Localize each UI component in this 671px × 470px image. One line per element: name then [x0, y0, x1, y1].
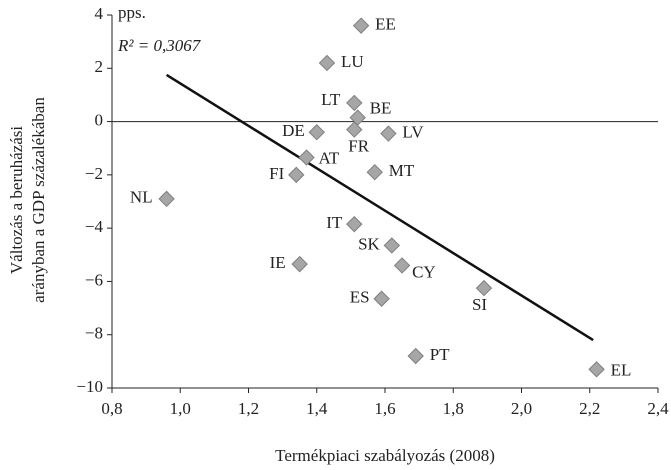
point: [346, 215, 363, 233]
x-tick-label: 2,4: [647, 399, 669, 418]
point-label: LU: [341, 52, 364, 71]
point: [291, 255, 308, 273]
y-axis-label: arányban a GDP százalékában: [29, 97, 48, 303]
point-label: CY: [412, 262, 436, 281]
point-label: AT: [319, 148, 340, 167]
y-tick-label: 2: [95, 57, 104, 76]
x-tick-label: 2,2: [579, 399, 600, 418]
annotation: pps.: [118, 3, 146, 22]
point: [346, 94, 363, 112]
point: [349, 109, 366, 126]
x-tick-label: 1,8: [443, 399, 464, 418]
point: [380, 125, 397, 142]
y-tick-label: −8: [85, 324, 103, 343]
point-label: NL: [130, 188, 153, 207]
y-tick-label: 4: [95, 4, 104, 23]
x-tick-label: 0,8: [101, 399, 122, 418]
point-label: EE: [375, 15, 396, 34]
point-label: DE: [282, 121, 305, 140]
point-label: SI: [472, 295, 487, 314]
point-label: FI: [269, 164, 284, 183]
y-tick-label: −6: [85, 270, 103, 289]
point-label: FR: [348, 136, 369, 155]
x-tick-label: 1,0: [170, 399, 191, 418]
point-label: IE: [270, 253, 286, 272]
x-tick-label: 1,6: [374, 399, 395, 418]
point-label: MT: [389, 161, 415, 180]
y-tick-label: −2: [85, 164, 103, 183]
point: [318, 54, 336, 72]
point: [352, 17, 370, 34]
point: [158, 190, 175, 208]
point: [288, 166, 305, 184]
point-label: EL: [611, 360, 632, 379]
point-label: SK: [358, 234, 380, 253]
y-tick-label: −4: [85, 217, 104, 236]
point-label: BE: [370, 98, 392, 117]
point-label: LV: [402, 122, 424, 141]
y-tick-label: −10: [76, 377, 103, 396]
point: [346, 121, 363, 138]
x-tick-label: 1,4: [306, 399, 328, 418]
x-tick-label: 1,2: [238, 399, 259, 418]
point: [366, 163, 383, 181]
point: [308, 124, 325, 141]
point-label: PT: [430, 345, 450, 364]
y-axis-label: Változás a beruházási: [7, 126, 26, 274]
point: [373, 290, 390, 307]
point-label: IT: [326, 213, 343, 232]
trendline: [165, 73, 594, 342]
point: [298, 149, 315, 166]
point: [475, 279, 493, 297]
point: [407, 347, 424, 365]
point-label: LT: [321, 90, 341, 109]
point-label: ES: [350, 288, 370, 307]
annotation: R² = 0,3067: [117, 36, 202, 55]
point: [588, 361, 605, 378]
point: [393, 257, 411, 274]
y-tick-label: 0: [95, 110, 104, 129]
x-tick-label: 2,0: [511, 399, 532, 418]
x-axis-label: Termékpiaci szabályozás (2008): [275, 446, 495, 465]
point: [383, 237, 401, 254]
